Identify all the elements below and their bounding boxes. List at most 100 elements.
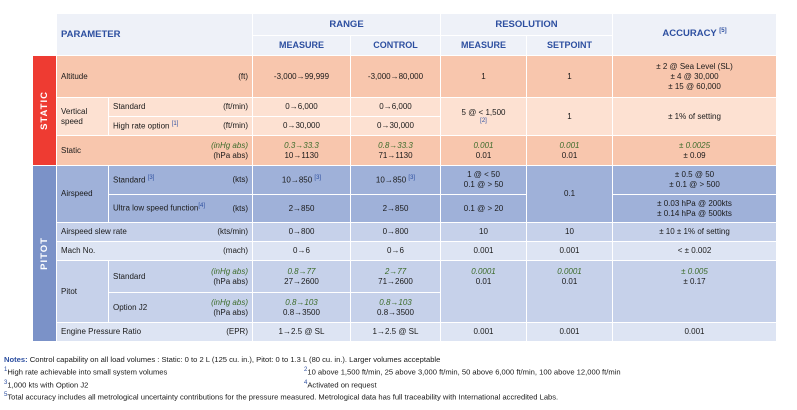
pitot-acc-inhg: ± 0.005 [681,267,708,276]
notes-label: Notes: [4,355,28,364]
airspeed-standard-measure-value: 10→850 [281,175,313,185]
airspeed-standard-measure: 10→850 [3] [252,165,351,195]
mach-measure: 0→6 [252,241,351,261]
altitude-setpoint: 1 [526,55,613,98]
pitot-accuracy: ± 0.005 ± 0.17 [612,260,777,323]
altitude-accuracy-line: ± 4 @ 30,000 [670,71,719,81]
altitude-accuracy: ± 2 @ Sea Level (SL) ± 4 @ 30,000 ± 15 @… [612,55,777,98]
pitot-res: 0.0001 0.01 [440,260,527,323]
footnotes-row: 1High rate achievable into small system … [4,365,794,378]
group-pitot: PITOT [32,165,57,342]
airspeed-ultra-acc-line: ± 0.14 hPa @ 500kts [657,208,732,218]
mach-res: 0.001 [440,241,527,261]
footnote-1: 1High rate achievable into small system … [4,365,304,378]
epr-res: 0.001 [440,322,527,342]
altitude-control: -3,000→80,000 [350,55,441,98]
header-resolution: RESOLUTION [440,13,613,36]
altitude-res-measure: 1 [440,55,527,98]
slew-unit: (kts/min) [217,227,248,236]
pitot-standard-measure-hpa: 27→2600 [284,276,319,286]
header-accuracy: ACCURACY [5] [612,13,777,56]
epr-unit: (EPR) [226,327,248,336]
altitude-accuracy-line: ± 15 @ 60,000 [668,81,721,91]
vspeed-label-line: speed [61,116,83,126]
pitot-j2-measure-inhg: 0.8→103 [285,297,318,307]
airspeed-standard-res-line: 1 @ < 50 [467,170,500,179]
vspeed-high-ref: [1] [171,120,179,127]
header-accuracy-label: ACCURACY [662,28,717,40]
static-acc-hpa: ± 0.09 [683,150,706,160]
static-control-hpa: 71→1130 [378,150,413,160]
footnote-4-num: 4 [304,379,308,386]
vspeed-res-ref: [2] [480,117,487,124]
pitot-standard-control: 2→77 71→2600 [350,260,441,293]
epr-control: 1→2.5 @ SL [350,322,441,342]
slew-res: 10 [440,222,527,242]
footnote-3: 31,000 kts with Option J2 [4,378,304,391]
static-acc-inhg: ± 0.0025 [678,140,711,150]
vspeed-high-label: High rate option [1] (ft/min) [108,116,253,136]
airspeed-ultra-label: Ultra low speed function[4] (kts) [108,194,253,223]
pitot-j2-name: Option J2 [113,302,148,312]
airspeed-ultra-res: 0.1 @ > 20 [440,194,527,223]
pitot-standard-unit-inhg: (inHg abs) [211,266,248,276]
footnote-3-text: 1,000 kts with Option J2 [7,380,89,390]
airspeed-ultra-acc-line: ± 0.03 hPa @ 200kts [657,198,732,208]
altitude-label: Altitude [61,71,88,81]
static-control-inhg: 0.8→33.3 [378,140,413,150]
airspeed-ultra-name: Ultra low speed function [113,203,199,213]
static-unit-inhg: (inHg abs) [211,140,248,150]
mach-setpoint: 0.001 [526,241,613,261]
airspeed-standard-accuracy: ± 0.5 @ 50 ± 0.1 @ > 500 [612,165,777,195]
static-set-inhg: 0.001 [559,140,580,150]
airspeed-ultra-accuracy: ± 0.03 hPa @ 200kts ± 0.14 hPa @ 500kts [612,194,777,223]
pitot-res-hpa: 0.01 [475,277,492,286]
airspeed-standard-control: 10→850 [3] [350,165,441,195]
airspeed-standard-acc-line: ± 0.1 @ > 500 [669,180,720,189]
slew-setpoint: 10 [526,222,613,242]
vspeed-accuracy: ± 1% of setting [612,97,777,136]
header-range: RANGE [252,13,441,36]
vspeed-res-measure: 5 @ < 1,500 [2] [440,97,527,136]
altitude-accuracy-line: ± 2 @ Sea Level (SL) [656,61,733,71]
vspeed-setpoint: 1 [526,97,613,136]
vspeed-high-name: High rate option [113,121,170,131]
pitot-j2-control-inhg: 0.8→103 [379,297,412,307]
header-res-measure: MEASURE [440,35,527,56]
airspeed-standard-res-line: 0.1 @ > 50 [463,180,504,189]
static-measure: 0.3→33.3 10→1130 [252,135,351,166]
header-setpoint: SETPOINT [526,35,613,56]
specification-table: PARAMETER RANGE RESOLUTION ACCURACY [5] … [32,13,777,342]
airspeed-standard-unit: (kts) [232,175,248,184]
pitot-j2-unit-inhg: (inHg abs) [211,297,248,307]
pitot-label: Pitot [56,260,109,323]
footnote-1-num: 1 [4,367,8,373]
static-measure-hpa: 10→1130 [284,150,319,160]
slew-accuracy: ± 10 ± 1% of setting [612,222,777,242]
airspeed-ultra-unit: (kts) [232,203,248,213]
pitot-j2-measure: 0.8→103 0.8→3500 [252,292,351,323]
row-slew-label: Airspeed slew rate (kts/min) [56,222,253,242]
pitot-standard-control-hpa: 71→2600 [378,276,413,286]
epr-label: Engine Pressure Ratio [61,327,142,336]
footnote-5-num: 5 [4,392,8,399]
vspeed-res-value: 5 @ < 1,500 [461,107,506,117]
mach-accuracy: < ± 0.002 [612,241,777,261]
pitot-set-inhg: 0.0001 [557,267,582,276]
static-label: Static [61,145,82,155]
footnote-1-text: High rate achievable into small system v… [7,367,168,377]
static-measure-inhg: 0.3→33.3 [284,140,319,150]
footnote-5-text: Total accuracy includes all metrological… [7,392,559,402]
airspeed-standard-ref: [3] [147,174,155,181]
airspeed-ultra-control: 2→850 [350,194,441,223]
row-epr-label: Engine Pressure Ratio (EPR) [56,322,253,342]
group-static-label: STATIC [38,91,50,130]
pitot-standard-measure: 0.8→77 27→2600 [252,260,351,293]
airspeed-standard-label: Standard [3] (kts) [108,165,253,195]
footnote-4: 4Activated on request [304,378,377,391]
slew-label: Airspeed slew rate [61,227,127,236]
pitot-res-inhg: 0.0001 [471,267,496,276]
airspeed-standard-control-value: 10→850 [375,175,407,185]
airspeed-standard-measure-ref: [3] [314,174,322,181]
pitot-j2-unit-hpa: (hPa abs) [213,307,248,317]
